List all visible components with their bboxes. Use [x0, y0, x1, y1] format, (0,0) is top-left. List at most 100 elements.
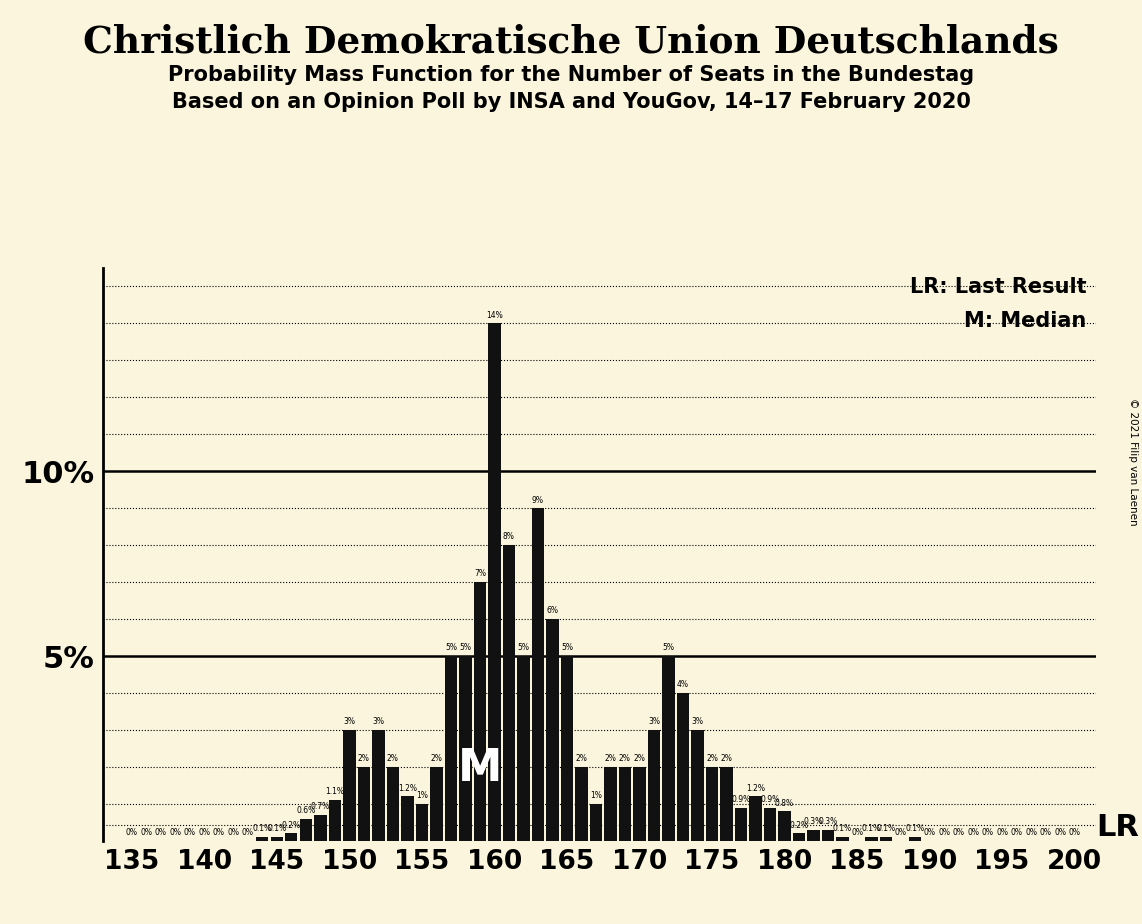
Text: 0.1%: 0.1% — [876, 824, 895, 833]
Bar — [431, 767, 443, 841]
Text: 8%: 8% — [502, 532, 515, 541]
Bar — [329, 800, 341, 841]
Text: 1.1%: 1.1% — [325, 787, 345, 796]
Bar — [271, 837, 283, 841]
Text: 0%: 0% — [242, 828, 254, 837]
Bar — [807, 830, 820, 841]
Text: 0%: 0% — [1039, 828, 1052, 837]
Text: 0%: 0% — [952, 828, 965, 837]
Bar — [619, 767, 632, 841]
Bar — [822, 830, 834, 841]
Text: 0.1%: 0.1% — [267, 824, 287, 833]
Text: M: M — [458, 747, 502, 790]
Bar — [836, 837, 849, 841]
Text: 5%: 5% — [517, 643, 530, 652]
Bar — [576, 767, 588, 841]
Bar — [314, 815, 327, 841]
Bar — [357, 767, 370, 841]
Text: 2%: 2% — [721, 754, 732, 763]
Bar — [459, 656, 472, 841]
Bar — [286, 833, 298, 841]
Text: 0.1%: 0.1% — [833, 824, 852, 833]
Bar — [489, 323, 500, 841]
Bar — [866, 837, 878, 841]
Text: 9%: 9% — [532, 495, 544, 505]
Text: 2%: 2% — [357, 754, 370, 763]
Text: 3%: 3% — [691, 717, 703, 726]
Text: 3%: 3% — [344, 717, 355, 726]
Text: 7%: 7% — [474, 569, 485, 578]
Text: 0.7%: 0.7% — [311, 802, 330, 811]
Bar — [604, 767, 617, 841]
Text: 0.1%: 0.1% — [252, 824, 272, 833]
Bar — [779, 811, 790, 841]
Bar — [764, 808, 777, 841]
Text: 0%: 0% — [924, 828, 935, 837]
Text: 0.8%: 0.8% — [775, 798, 794, 808]
Bar — [344, 730, 355, 841]
Bar — [474, 582, 486, 841]
Text: 3%: 3% — [372, 717, 385, 726]
Text: 0%: 0% — [967, 828, 979, 837]
Bar — [256, 837, 268, 841]
Text: 0%: 0% — [184, 828, 195, 837]
Bar — [648, 730, 660, 841]
Bar — [387, 767, 399, 841]
Bar — [401, 796, 413, 841]
Bar — [691, 730, 703, 841]
Bar — [734, 808, 747, 841]
Text: 0%: 0% — [894, 828, 907, 837]
Text: 0%: 0% — [1054, 828, 1067, 837]
Text: 0.9%: 0.9% — [761, 795, 780, 804]
Text: © 2021 Filip van Laenen: © 2021 Filip van Laenen — [1128, 398, 1137, 526]
Bar — [444, 656, 457, 841]
Text: 0%: 0% — [199, 828, 210, 837]
Text: 2%: 2% — [634, 754, 645, 763]
Text: 0%: 0% — [140, 828, 152, 837]
Bar — [879, 837, 892, 841]
Bar — [561, 656, 573, 841]
Text: 0%: 0% — [169, 828, 182, 837]
Text: 5%: 5% — [445, 643, 457, 652]
Text: 0%: 0% — [126, 828, 138, 837]
Text: 0%: 0% — [981, 828, 994, 837]
Text: 6%: 6% — [546, 606, 558, 615]
Text: 1%: 1% — [590, 791, 602, 800]
Text: 5%: 5% — [561, 643, 573, 652]
Text: 0.3%: 0.3% — [804, 817, 823, 826]
Text: 5%: 5% — [459, 643, 472, 652]
Text: LR: LR — [1096, 813, 1140, 843]
Bar — [416, 804, 428, 841]
Bar — [721, 767, 733, 841]
Text: 2%: 2% — [576, 754, 587, 763]
Text: 2%: 2% — [604, 754, 617, 763]
Bar — [706, 767, 718, 841]
Text: 0%: 0% — [155, 828, 167, 837]
Bar — [634, 767, 645, 841]
Text: 0%: 0% — [212, 828, 225, 837]
Bar — [677, 693, 689, 841]
Text: 0.1%: 0.1% — [862, 824, 882, 833]
Text: 0%: 0% — [851, 828, 863, 837]
Text: Probability Mass Function for the Number of Seats in the Bundestag: Probability Mass Function for the Number… — [168, 65, 974, 85]
Text: Based on an Opinion Poll by INSA and YouGov, 14–17 February 2020: Based on an Opinion Poll by INSA and You… — [171, 92, 971, 113]
Text: 0%: 0% — [227, 828, 240, 837]
Text: 0.2%: 0.2% — [789, 821, 809, 830]
Bar — [372, 730, 385, 841]
Text: LR: Last Result: LR: Last Result — [910, 276, 1086, 297]
Text: 1.2%: 1.2% — [397, 784, 417, 793]
Bar — [589, 804, 602, 841]
Bar — [502, 545, 515, 841]
Text: M: Median: M: Median — [964, 310, 1086, 331]
Text: 0.9%: 0.9% — [731, 795, 750, 804]
Bar — [793, 833, 805, 841]
Bar — [532, 508, 544, 841]
Text: 14%: 14% — [486, 310, 502, 320]
Text: 5%: 5% — [662, 643, 675, 652]
Text: 2%: 2% — [619, 754, 630, 763]
Text: 0%: 0% — [1069, 828, 1080, 837]
Text: Christlich Demokratische Union Deutschlands: Christlich Demokratische Union Deutschla… — [83, 23, 1059, 60]
Text: 0.2%: 0.2% — [282, 821, 300, 830]
Bar — [299, 819, 312, 841]
Text: 2%: 2% — [431, 754, 442, 763]
